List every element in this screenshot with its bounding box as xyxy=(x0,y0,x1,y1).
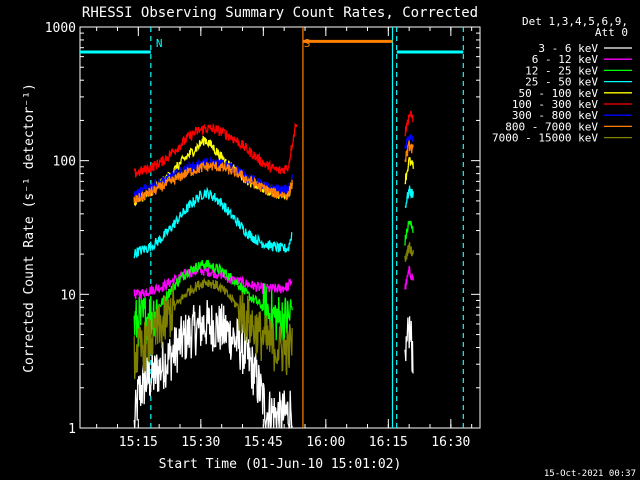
legend-entry-label: 25 - 50 keV xyxy=(525,76,598,89)
y-axis-label: Corrected Count Rate (s⁻¹ detector⁻¹) xyxy=(22,83,37,373)
series-line xyxy=(404,133,414,150)
series-line xyxy=(133,135,293,207)
legend-header: Att 0 xyxy=(595,26,628,39)
legend-entry-label: 50 - 100 keV xyxy=(519,87,599,100)
chart-title: RHESSI Observing Summary Count Rates, Co… xyxy=(82,5,478,21)
x-axis-label: Start Time (01-Jun-10 15:01:02) xyxy=(159,457,402,472)
legend-entry-label: 7000 - 15000 keV xyxy=(492,132,598,145)
series-line xyxy=(404,110,414,137)
annotation-label: N xyxy=(156,37,163,50)
legend-header: Det 1,3,4,5,6,9, xyxy=(522,15,628,28)
series-line xyxy=(133,259,293,347)
y-tick-label: 1 xyxy=(68,422,76,437)
series-line xyxy=(133,299,293,429)
series-line xyxy=(404,265,414,290)
y-tick-label: 1000 xyxy=(45,21,76,36)
series-line xyxy=(404,157,414,185)
annotation-label: S xyxy=(304,37,311,50)
legend-entry-label: 6 - 12 keV xyxy=(532,53,599,66)
series-line xyxy=(133,186,293,259)
y-tick-label: 10 xyxy=(60,288,76,303)
series-line xyxy=(404,220,414,246)
series-line xyxy=(404,242,414,262)
legend-entry-label: 800 - 7000 keV xyxy=(505,120,598,133)
y-tick-label: 100 xyxy=(53,155,76,170)
legend-entry-label: 300 - 800 keV xyxy=(512,109,598,122)
series-line xyxy=(133,122,298,178)
series-line xyxy=(404,140,414,163)
plot-area: 1 10 100 1000 15:15 15:30 15:45 16:00 16:15 16:30… xyxy=(45,21,481,450)
x-tick-label: 16:00 xyxy=(306,435,345,450)
series-line xyxy=(133,277,293,380)
x-tick-label: 16:30 xyxy=(431,435,470,450)
x-tick-label: 16:15 xyxy=(369,435,408,450)
footer-date: 15-Oct-2021 00:37 xyxy=(544,469,636,479)
legend-entry-label: 100 - 300 keV xyxy=(512,98,598,111)
series-line xyxy=(404,185,414,208)
legend-entry-label: 3 - 6 keV xyxy=(538,42,598,55)
x-tick-label: 15:45 xyxy=(244,435,283,450)
series-line xyxy=(404,316,414,374)
legend-entry-label: 12 - 25 keV xyxy=(525,64,598,77)
series-line xyxy=(133,160,293,204)
x-tick-label: 15:30 xyxy=(181,435,220,450)
plot-frame xyxy=(79,26,481,429)
x-tick-label: 15:15 xyxy=(119,435,158,450)
